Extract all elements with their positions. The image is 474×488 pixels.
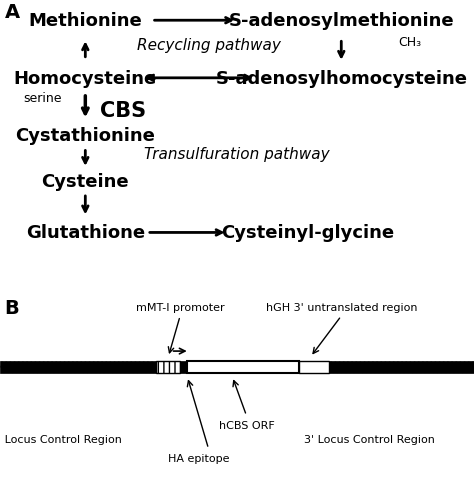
Text: HA epitope: HA epitope	[168, 453, 230, 463]
Bar	[329, 361, 474, 373]
Bar	[299, 361, 329, 373]
Bar	[0, 361, 156, 373]
Text: hCBS ORF: hCBS ORF	[219, 420, 274, 429]
Text: CBS: CBS	[100, 101, 146, 121]
Text: Cysteine: Cysteine	[42, 173, 129, 190]
Bar	[156, 361, 180, 373]
Bar	[180, 361, 187, 373]
Text: Cystathionine: Cystathionine	[15, 127, 155, 145]
Text: 3' Locus Control Region: 3' Locus Control Region	[304, 434, 435, 444]
Text: Glutathione: Glutathione	[26, 224, 145, 242]
Text: S-adenosylhomocysteine: S-adenosylhomocysteine	[215, 70, 467, 88]
Text: 5' Locus Control Region: 5' Locus Control Region	[0, 434, 122, 444]
Text: B: B	[5, 299, 19, 318]
Text: Methionine: Methionine	[28, 12, 142, 30]
Text: mMT-I promoter: mMT-I promoter	[136, 303, 224, 312]
Text: Cysteinyl-glycine: Cysteinyl-glycine	[221, 224, 395, 242]
Text: serine: serine	[23, 92, 62, 105]
Text: A: A	[5, 3, 20, 22]
Text: hGH 3' untranslated region: hGH 3' untranslated region	[265, 303, 417, 312]
Text: S-adenosylmethionine: S-adenosylmethionine	[228, 12, 454, 30]
Text: Recycling pathway: Recycling pathway	[137, 38, 281, 53]
Text: Homocysteine: Homocysteine	[14, 70, 157, 88]
Bar	[187, 361, 299, 373]
Text: Transulfuration pathway: Transulfuration pathway	[144, 147, 330, 162]
Text: CH₃: CH₃	[398, 36, 421, 49]
